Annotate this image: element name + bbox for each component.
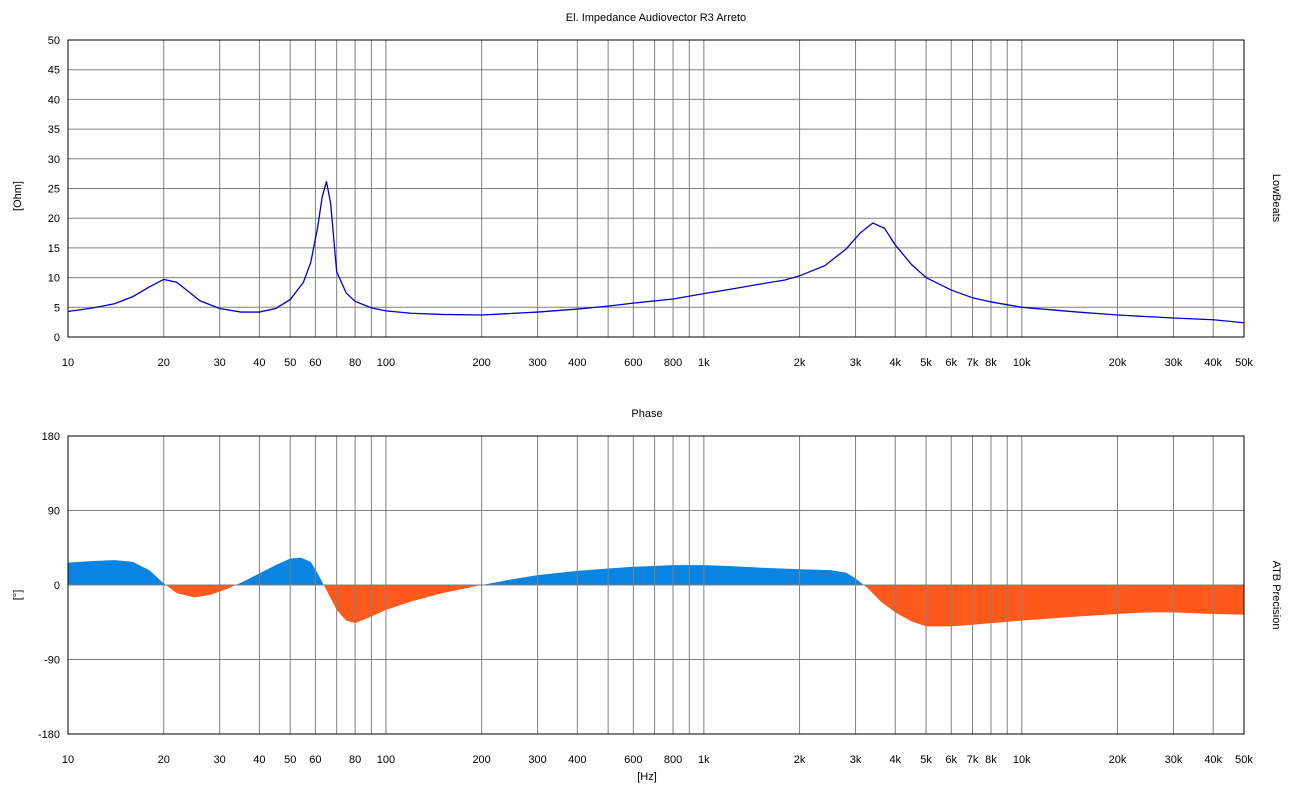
phase-x-tick-label: 6k (945, 754, 957, 766)
phase-area-negative (165, 585, 236, 598)
impedance-x-tick-label: 30 (214, 357, 226, 369)
impedance-x-tick-label: 10 (62, 357, 74, 369)
phase-x-tick-label: 80 (349, 754, 361, 766)
phase-x-tick-label: 400 (568, 754, 586, 766)
phase-area-negative (863, 585, 1244, 627)
impedance-x-tick-label: 100 (377, 357, 395, 369)
impedance-y-tick-label: 0 (54, 332, 60, 344)
impedance-x-tick-label: 40 (253, 357, 265, 369)
phase-x-ticks: 10 20 30 40 50 60 80 100 200 300 400 600 800 1k 2k 3k 4k… (62, 754, 1253, 766)
impedance-x-tick-label: 8k (985, 357, 997, 369)
impedance-x-tick-label: 800 (664, 357, 682, 369)
impedance-x-tick-label: 1k (698, 357, 710, 369)
impedance-x-tick-label: 50 (284, 357, 296, 369)
impedance-x-ticks: 10 20 30 40 50 60 80 100 200 300 400 600 800 1k 2k 3k 4k… (62, 357, 1253, 369)
impedance-x-tick-label: 400 (568, 357, 586, 369)
impedance-x-tick-label: 7k (967, 357, 979, 369)
impedance-x-tick-label: 200 (472, 357, 490, 369)
phase-x-tick-label: 3k (850, 754, 862, 766)
phase-x-tick-label: 8k (985, 754, 997, 766)
phase-x-tick-label: 40 (253, 754, 265, 766)
phase-chart-title: Phase (631, 408, 662, 420)
phase-x-tick-label: 800 (664, 754, 682, 766)
phase-y-ticks: -180 -90 0 90 180 (38, 431, 60, 741)
impedance-y-tick-label: 40 (48, 94, 60, 106)
phase-area-positive (235, 557, 324, 585)
impedance-x-tick-label: 40k (1204, 357, 1222, 369)
impedance-x-tick-label: 4k (889, 357, 901, 369)
phase-x-tick-label: 200 (472, 754, 490, 766)
impedance-chart-title: El. Impedance Audiovector R3 Arreto (566, 12, 746, 24)
phase-x-tick-label: 2k (794, 754, 806, 766)
impedance-y-tick-label: 35 (48, 124, 60, 136)
phase-x-tick-label: 30k (1165, 754, 1183, 766)
phase-x-tick-label: 5k (920, 754, 932, 766)
phase-x-tick-label: 20 (158, 754, 170, 766)
phase-y-tick-label: 180 (42, 431, 60, 443)
phase-x-tick-label: 300 (528, 754, 546, 766)
phase-side-label: ATB Precision (1270, 561, 1282, 630)
impedance-y-axis-label: [Ohm] (12, 181, 24, 211)
phase-plot-frame (67, 435, 1245, 735)
impedance-plot-area (67, 181, 1245, 324)
phase-x-axis-label: [Hz] (637, 771, 657, 783)
phase-x-tick-label: 100 (377, 754, 395, 766)
phase-x-tick-label: 20k (1109, 754, 1127, 766)
phase-x-tick-label: 30 (214, 754, 226, 766)
impedance-x-tick-label: 20 (158, 357, 170, 369)
impedance-x-tick-label: 60 (309, 357, 321, 369)
impedance-x-tick-label: 2k (794, 357, 806, 369)
impedance-y-tick-label: 15 (48, 243, 60, 255)
phase-x-tick-label: 10k (1013, 754, 1031, 766)
phase-y-tick-label: -180 (38, 729, 60, 741)
phase-x-tick-label: 60 (309, 754, 321, 766)
phase-x-tick-label: 4k (889, 754, 901, 766)
impedance-y-tick-label: 45 (48, 65, 60, 77)
phase-x-tick-label: 50 (284, 754, 296, 766)
impedance-x-tick-label: 80 (349, 357, 361, 369)
impedance-y-tick-label: 5 (54, 302, 60, 314)
impedance-y-tick-label: 50 (48, 35, 60, 47)
impedance-y-ticks: 0 5 10 15 20 25 30 35 40 45 50 (48, 35, 60, 344)
impedance-x-tick-label: 30k (1165, 357, 1183, 369)
impedance-x-tick-label: 20k (1109, 357, 1127, 369)
phase-area-positive (68, 560, 166, 585)
impedance-x-tick-label: 50k (1235, 357, 1253, 369)
phase-x-tick-label: 40k (1204, 754, 1222, 766)
impedance-series-line (67, 181, 1245, 324)
impedance-x-tick-label: 5k (920, 357, 932, 369)
impedance-x-tick-label: 300 (528, 357, 546, 369)
impedance-y-tick-label: 10 (48, 273, 60, 285)
phase-y-tick-label: 90 (48, 506, 60, 518)
impedance-x-tick-label: 3k (850, 357, 862, 369)
impedance-plot-frame (67, 39, 1245, 338)
impedance-x-tick-label: 600 (624, 357, 642, 369)
impedance-y-tick-label: 20 (48, 213, 60, 225)
phase-x-tick-label: 10 (62, 754, 74, 766)
phase-y-tick-label: -90 (44, 655, 60, 667)
impedance-side-label: LowBeats (1270, 174, 1282, 223)
impedance-y-tick-label: 30 (48, 154, 60, 166)
phase-plot-area (68, 557, 1244, 627)
phase-grid (67, 435, 1245, 735)
phase-y-tick-label: 0 (54, 580, 60, 592)
phase-x-tick-label: 7k (967, 754, 979, 766)
phase-x-tick-label: 50k (1235, 754, 1253, 766)
impedance-grid (67, 39, 1245, 338)
phase-area-negative (323, 585, 482, 624)
impedance-y-tick-label: 25 (48, 184, 60, 196)
phase-y-axis-label: [°] (12, 590, 24, 601)
impedance-x-tick-label: 6k (945, 357, 957, 369)
phase-x-tick-label: 1k (698, 754, 710, 766)
impedance-x-tick-label: 10k (1013, 357, 1031, 369)
phase-x-tick-label: 600 (624, 754, 642, 766)
